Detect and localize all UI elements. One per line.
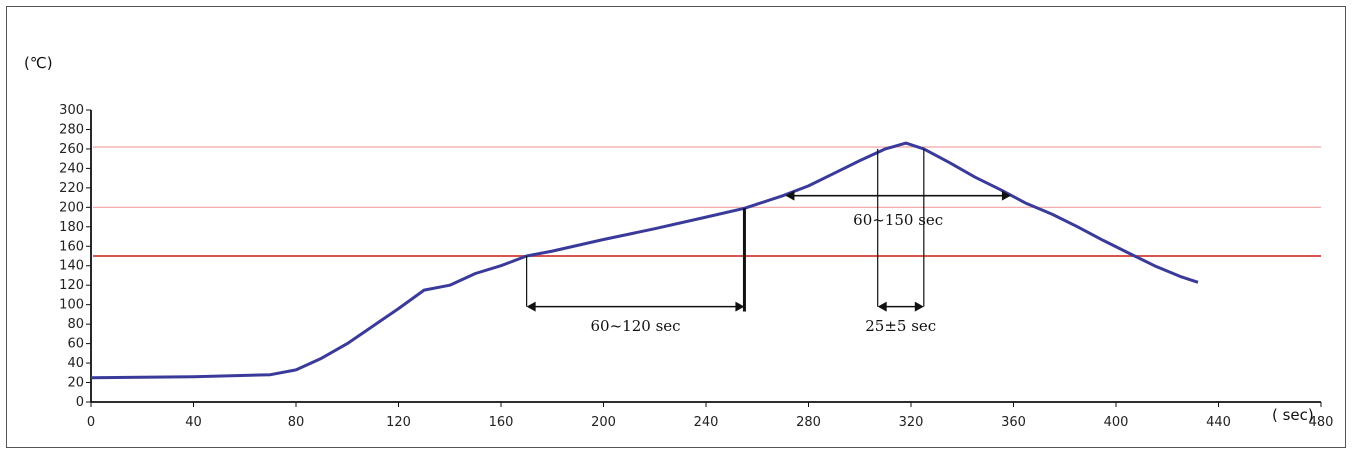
y-tick-label: 0: [76, 395, 84, 410]
x-tick-label: 400: [1104, 415, 1129, 430]
y-tick-label: 40: [67, 356, 84, 371]
x-tick-label: 480: [1309, 415, 1334, 430]
y-tick-label: 180: [59, 220, 84, 235]
y-tick-label: 20: [67, 376, 84, 391]
x-tick-label: 360: [1001, 415, 1026, 430]
annotation-arrow-head: [526, 301, 536, 312]
x-tick-label: 120: [386, 415, 411, 430]
x-tick-label: 440: [1206, 415, 1231, 430]
annotation-label: 60~120 sec: [591, 317, 681, 335]
series-group: [90, 141, 1199, 380]
y-tick-label: 240: [59, 161, 84, 176]
y-tick-label: 280: [59, 122, 84, 137]
y-tick-label: 140: [59, 259, 84, 274]
y-tick-label: 220: [59, 181, 84, 196]
y-tick-label: 160: [59, 239, 84, 254]
annotation-arrow-head: [735, 301, 745, 312]
axes: 0 20 40 60 80 100 120 140 160 180 200 220 240 260 280 3…: [59, 103, 1333, 430]
y-tick-label: 60: [67, 337, 84, 352]
annotation-arrow-head: [785, 190, 795, 201]
annotations: 60~120 sec 60~150 sec 25±5 sec: [526, 190, 1011, 335]
x-tick-label: 0: [87, 415, 95, 430]
annotation-arrow-head: [877, 301, 887, 312]
x-axis-unit: ( sec): [1272, 406, 1314, 424]
temperature-curve: [90, 141, 1199, 380]
annotation-label: 25±5 sec: [865, 317, 936, 335]
annotation-arrow-head: [1001, 190, 1011, 201]
annotation-arrow-head: [914, 301, 924, 312]
y-tick-label: 300: [59, 103, 84, 118]
annotation-label: 60~150 sec: [853, 211, 943, 229]
x-tick-label: 240: [694, 415, 719, 430]
x-tick-label: 80: [288, 415, 305, 430]
x-tick-label: 320: [899, 415, 924, 430]
y-tick-label: 200: [59, 200, 84, 215]
x-tick-label: 160: [489, 415, 514, 430]
y-tick-label: 100: [59, 298, 84, 313]
y-tick-label: 80: [67, 317, 84, 332]
y-tick-label: 260: [59, 142, 84, 157]
y-tick-label: 120: [59, 278, 84, 293]
markers: [526, 148, 925, 312]
x-tick-label: 280: [796, 415, 821, 430]
reference-lines: [93, 146, 1321, 257]
x-tick-label: 40: [185, 415, 202, 430]
y-axis-unit: (℃): [24, 54, 53, 72]
x-tick-label: 200: [591, 415, 616, 430]
